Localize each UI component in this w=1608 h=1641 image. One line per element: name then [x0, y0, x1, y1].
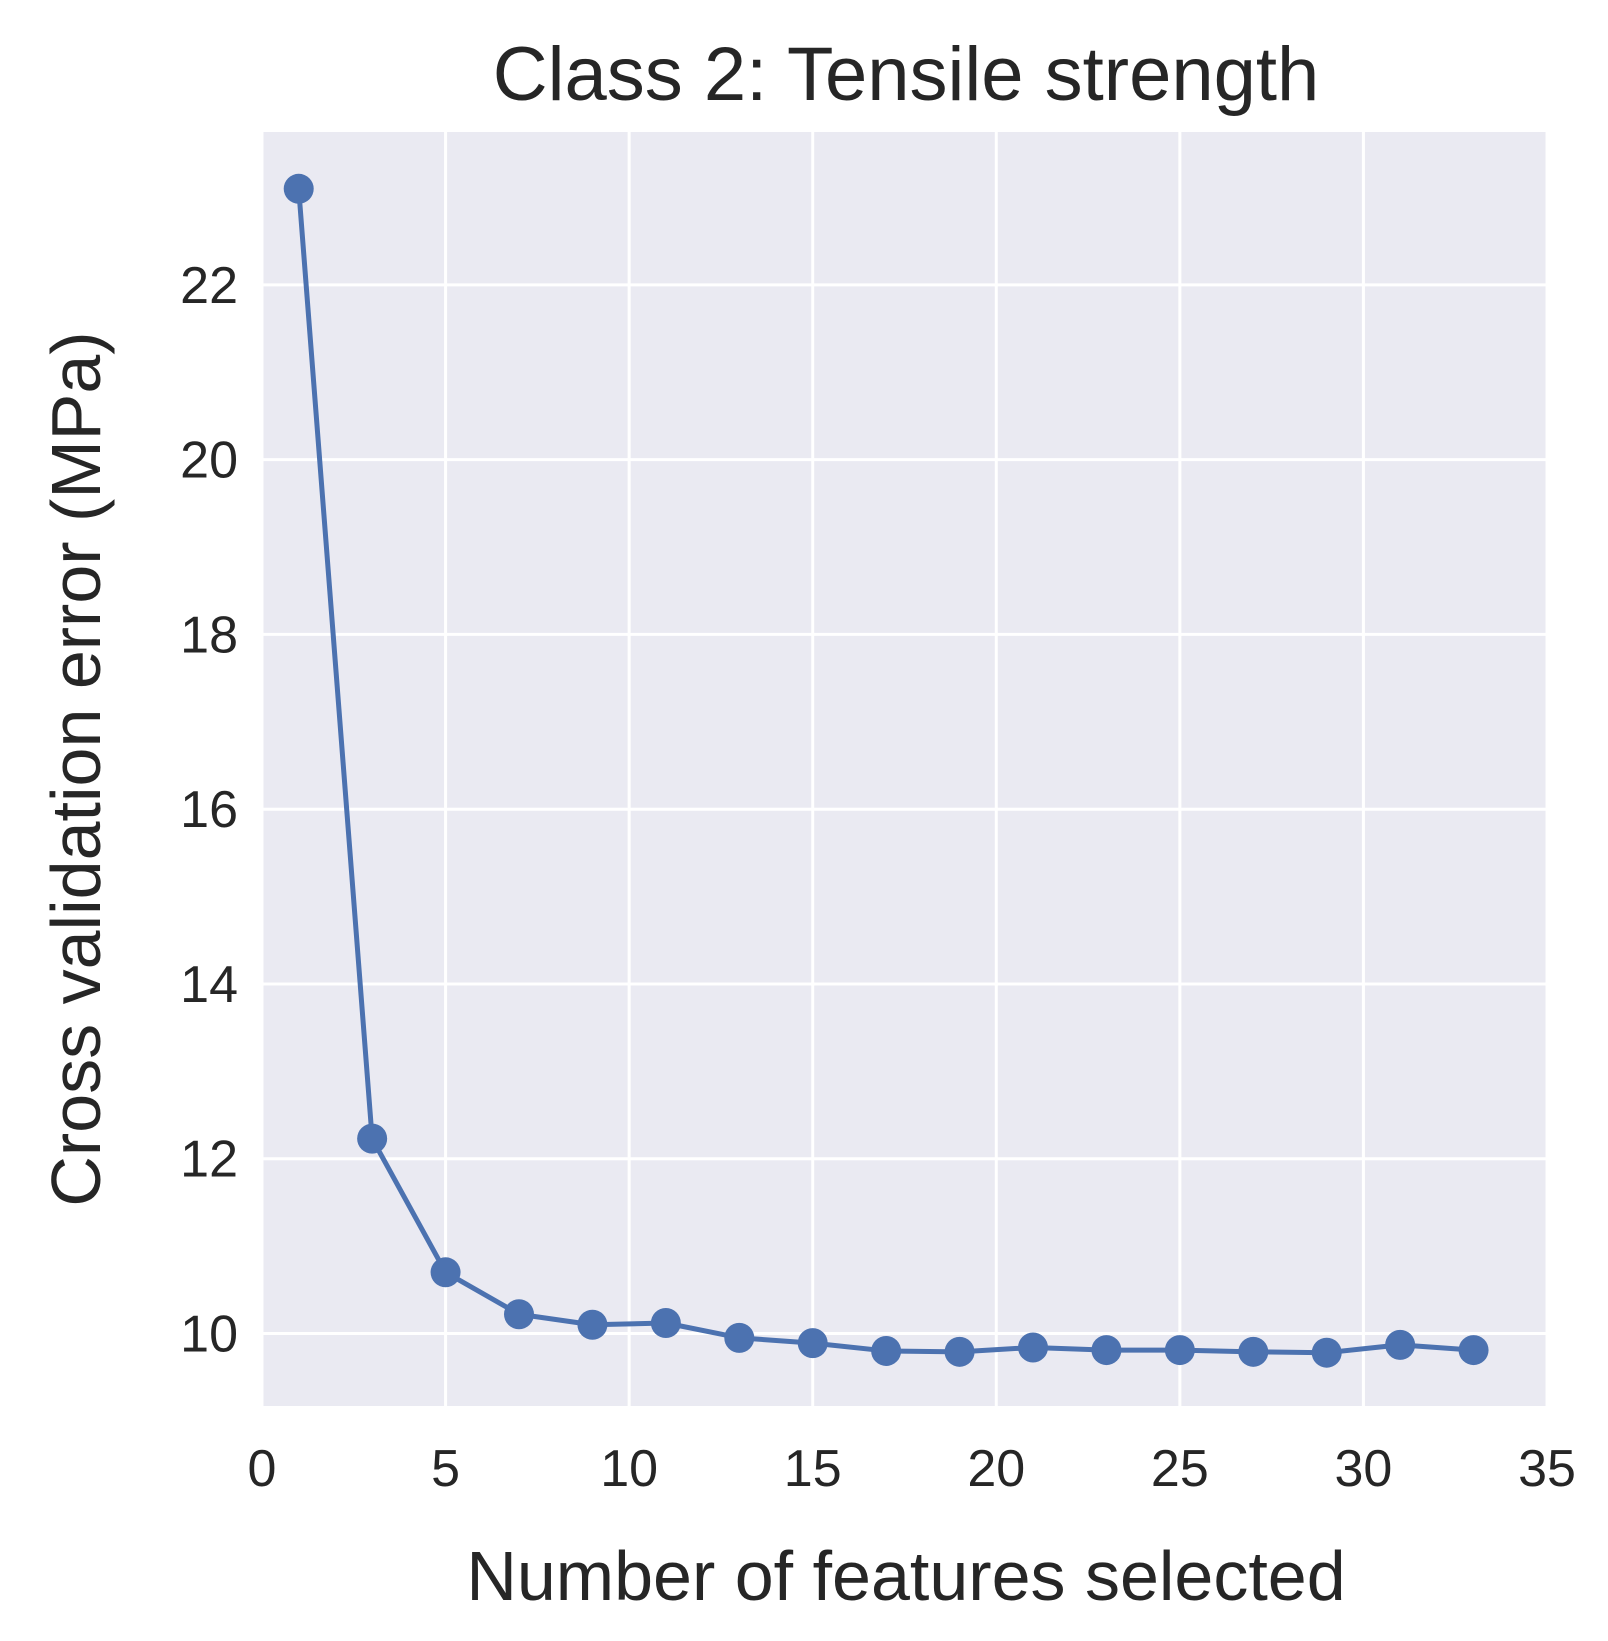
data-point	[577, 1309, 608, 1340]
y-axis-label: Cross validation error (MPa)	[37, 331, 115, 1206]
y-tick-label: 20	[180, 432, 238, 490]
x-tick-label: 25	[1151, 1440, 1209, 1498]
x-tick-label: 30	[1335, 1440, 1393, 1498]
x-tick-label: 15	[784, 1440, 842, 1498]
data-point	[1385, 1329, 1416, 1360]
series-layer	[283, 173, 1489, 1368]
data-point	[724, 1322, 755, 1353]
data-point	[1018, 1332, 1048, 1363]
x-tick-label: 10	[600, 1440, 658, 1498]
y-tick-label: 16	[180, 781, 238, 839]
data-point	[797, 1328, 828, 1359]
data-point	[430, 1257, 461, 1288]
plot-background	[262, 132, 1547, 1406]
data-point	[1238, 1336, 1269, 1367]
grid	[260, 132, 1549, 1406]
data-point	[1311, 1337, 1342, 1368]
x-axis-label: Number of features selected	[466, 1537, 1345, 1615]
data-point	[650, 1307, 681, 1338]
x-tick-label: 5	[431, 1440, 460, 1498]
y-tick-label: 18	[180, 606, 238, 664]
x-tick-label: 35	[1518, 1440, 1576, 1498]
x-tick-label: 0	[248, 1440, 277, 1498]
data-point	[1458, 1335, 1489, 1366]
data-point	[504, 1299, 534, 1330]
data-point	[283, 173, 314, 204]
y-tick-label: 14	[180, 956, 238, 1014]
data-point	[871, 1335, 902, 1366]
chart-title: Class 2: Tensile strength	[493, 32, 1320, 117]
y-tick-label: 10	[180, 1305, 238, 1363]
data-point	[1164, 1335, 1195, 1366]
y-tick-label: 22	[180, 257, 238, 315]
tick-labels: 0 5 10 15 20 25 30 35 10 12 14 16 18 20 22	[180, 257, 1576, 1498]
data-point	[1091, 1335, 1122, 1366]
y-tick-label: 12	[180, 1131, 238, 1189]
data-point	[944, 1336, 975, 1367]
data-point	[357, 1123, 388, 1154]
x-tick-label: 20	[967, 1440, 1025, 1498]
